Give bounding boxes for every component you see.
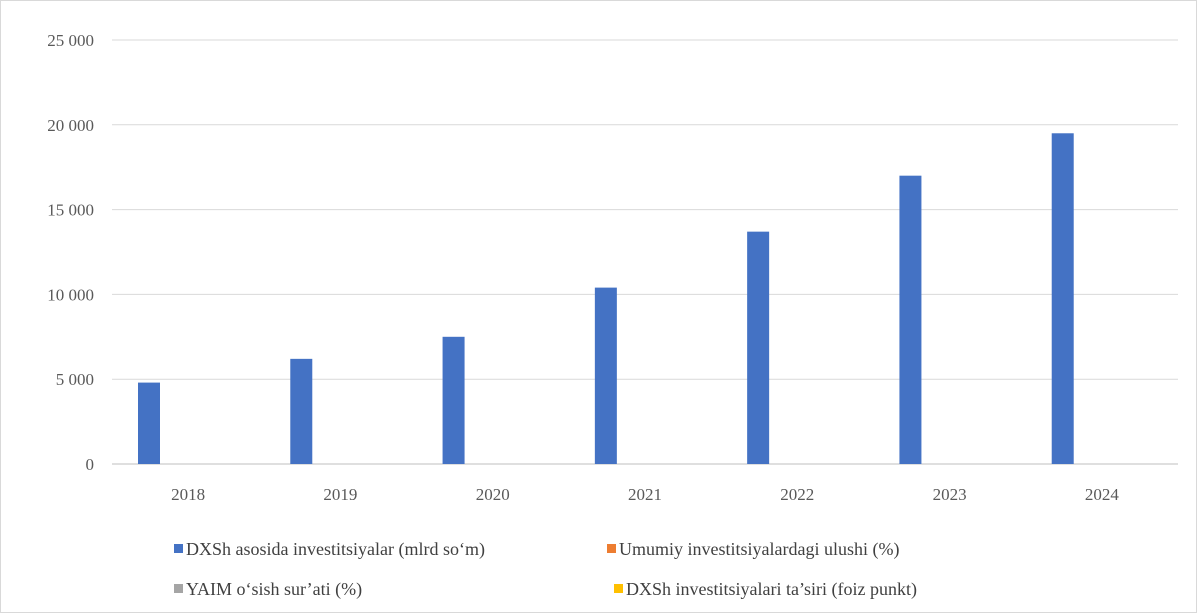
y-tick-label: 10 000 (47, 285, 94, 304)
legend-label: YAIM o‘sish sur’ati (%) (186, 579, 362, 600)
legend-swatch (174, 544, 183, 553)
y-tick-label: 25 000 (47, 31, 94, 50)
x-tick-label: 2018 (171, 485, 205, 504)
x-tick-label: 2021 (628, 485, 662, 504)
bar (899, 175, 922, 464)
x-tick-label: 2020 (476, 485, 510, 504)
y-axis-ticks: 0 5 000 10 000 15 000 20 000 25 000 (47, 31, 94, 474)
x-tick-label: 2023 (933, 485, 967, 504)
legend-swatch (614, 584, 623, 593)
x-tick-label: 2019 (323, 485, 357, 504)
bar (1051, 133, 1074, 464)
legend-label: DXSh asosida investitsiyalar (mlrd so‘m) (186, 539, 485, 560)
bar (290, 358, 313, 464)
x-tick-label: 2024 (1085, 485, 1120, 504)
bar (747, 231, 770, 464)
y-tick-label: 0 (86, 455, 95, 474)
y-tick-label: 5 000 (56, 370, 94, 389)
y-tick-label: 15 000 (47, 201, 94, 220)
legend: DXSh asosida investitsiyalar (mlrd so‘m)… (174, 539, 917, 600)
y-tick-label: 20 000 (47, 116, 94, 135)
bar (442, 336, 465, 464)
legend-swatch (607, 544, 616, 553)
legend-swatch (174, 584, 183, 593)
x-tick-label: 2022 (780, 485, 814, 504)
bar (138, 382, 160, 464)
x-axis-ticks: 2018 2019 2020 2021 2022 2023 2024 (171, 485, 1119, 504)
bars (138, 133, 1074, 464)
legend-label: Umumiy investitsiyalardagi ulushi (%) (619, 539, 899, 560)
legend-label: DXSh investitsiyalari ta’siri (foiz punk… (626, 579, 917, 600)
gridlines (112, 39, 1178, 465)
bar (594, 287, 617, 464)
